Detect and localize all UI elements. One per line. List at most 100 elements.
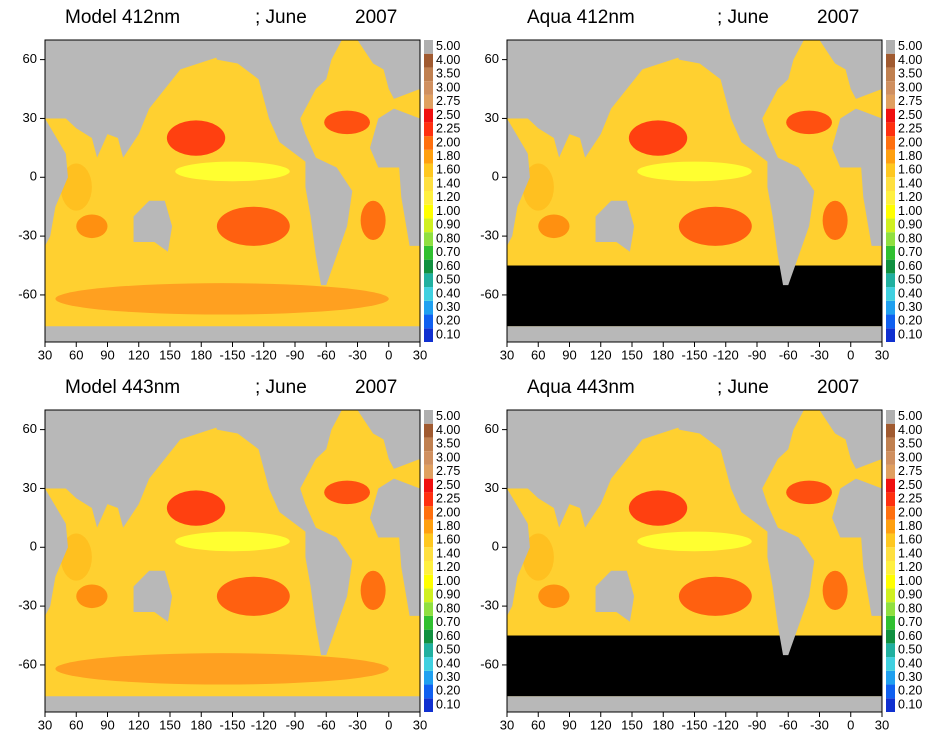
colorbar-swatch [886,259,895,274]
land [507,488,530,616]
colorbar-label: 1.20 [436,560,460,574]
concentration-region [55,283,389,315]
colorbar-label: 2.25 [898,122,922,136]
colorbar-swatch [886,533,895,548]
concentration-region [360,200,386,241]
colorbar-swatch [424,149,433,164]
colorbar-swatch [886,547,895,561]
x-tick-label: 180 [190,347,212,362]
colorbar-label: 0.80 [898,231,922,245]
colorbar-swatch [424,561,433,575]
x-tick-label: 0 [847,347,854,362]
colorbar-swatch [886,492,895,507]
colorbar-swatch [424,464,433,479]
x-tick-label: -150 [681,717,707,732]
land [832,478,882,616]
colorbar-swatch [886,410,895,424]
colorbar-label: 1.60 [436,163,460,177]
colorbar-swatch [424,588,433,603]
colorbar-label: 1.00 [436,574,460,588]
y-tick-label: -60 [18,286,37,301]
concentration-region [637,531,752,552]
colorbar-swatch [424,629,433,644]
colorbar-swatch [886,657,895,671]
no-data-region [507,635,882,697]
colorbar-label: 1.40 [436,546,460,560]
colorbar-swatch [424,574,433,589]
colorbar-label: 2.00 [436,135,460,149]
land [45,118,68,246]
colorbar-label: 0.20 [898,314,922,328]
land [507,410,685,528]
colorbar-swatch [424,519,433,534]
colorbar-swatch [886,149,895,164]
panel-title: Aqua 412nm [527,7,635,28]
colorbar-label: 5.00 [436,409,460,423]
x-tick-label: 0 [385,347,392,362]
colorbar-swatch [886,300,895,315]
colorbar-label: 0.90 [436,218,460,232]
colorbar-swatch [424,204,433,219]
colorbar-swatch [424,657,433,671]
colorbar-swatch [424,108,433,123]
colorbar-swatch [886,615,895,630]
colorbar-label: 0.40 [898,656,922,670]
concentration-region [216,576,290,616]
colorbar-label: 5.00 [898,409,922,423]
x-tick-label: -150 [681,347,707,362]
colorbar-label: 0.50 [436,643,460,657]
colorbar-swatch [886,602,895,616]
land [673,40,815,286]
colorbar-label: 3.50 [898,437,922,451]
colorbar-label: 0.10 [436,327,460,341]
colorbar-swatch [886,670,895,685]
colorbar-swatch [886,464,895,479]
concentration-region [166,490,226,526]
x-tick-label: -120 [251,347,277,362]
land [133,200,173,252]
colorbar-swatch [424,273,433,288]
map-area [507,40,882,342]
x-tick-label: -90 [286,347,305,362]
concentration-region [678,206,752,246]
colorbar-swatch [424,40,433,54]
y-tick-label: 30 [485,110,499,125]
x-tick-label: 60 [531,717,545,732]
x-tick-label: -30 [810,717,829,732]
panel-title: Model 412nm [65,7,180,28]
concentration-region [60,163,92,211]
colorbar-label: 3.50 [898,67,922,81]
colorbar-swatch [886,53,895,68]
x-tick-label: -60 [779,717,798,732]
colorbar-swatch [424,670,433,685]
x-tick-label: 180 [652,347,674,362]
panel-title: Aqua 443nm [527,377,635,398]
concentration-region [175,531,290,552]
colorbar-label: 0.40 [898,286,922,300]
land [211,410,353,656]
x-tick-label: -90 [286,717,305,732]
y-tick-label: 30 [485,480,499,495]
concentration-region [522,163,554,211]
land [595,200,635,252]
colorbar-swatch [886,218,895,233]
colorbar-label: 0.90 [898,588,922,602]
colorbar-swatch [886,108,895,123]
colorbar-label: 3.50 [436,67,460,81]
x-tick-label: 120 [128,717,150,732]
colorbar-label: 2.00 [898,505,922,519]
concentration-region [678,576,752,616]
x-tick-label: 0 [847,717,854,732]
concentration-region [628,490,688,526]
x-tick-label: -60 [317,717,336,732]
x-tick-label: -30 [810,347,829,362]
colorbar-swatch [424,328,433,342]
colorbar-label: 0.10 [898,327,922,341]
y-tick-label: 60 [23,51,37,66]
x-tick-label: -150 [219,347,245,362]
map-panel: Model 443nm ; June 2007 30 60 90 120 150 180 -150… [18,377,460,732]
x-tick-label: 30 [500,347,514,362]
colorbar-label: 1.40 [898,546,922,560]
colorbar-swatch [886,437,895,452]
